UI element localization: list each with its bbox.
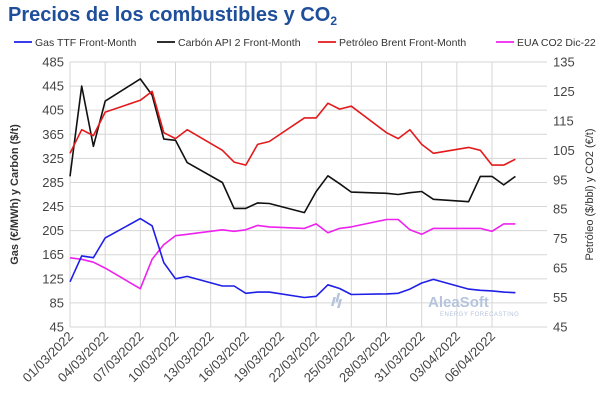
y-left-tick-label: 285: [42, 175, 64, 190]
y-left-tick-label: 45: [50, 320, 64, 335]
aleasoft-logo-icon: [331, 293, 342, 308]
y-right-tick-label: 125: [553, 84, 575, 99]
series-line-eua-co2-dic-22: [69, 218, 516, 290]
y-left-tick-label: 365: [42, 127, 64, 142]
series-line-petr-leo-brent-front-month: [69, 90, 516, 166]
y-right-tick-label: 75: [553, 231, 567, 246]
legend-label: Gas TTF Front-Month: [35, 37, 136, 49]
y-left-tick-label: 165: [42, 247, 64, 262]
y-right-tick-label: 115: [553, 113, 574, 128]
series-line-carb-n-api-2-front-month: [69, 78, 516, 214]
y-right-tick-label: 95: [553, 172, 567, 187]
legend-label: Carbón API 2 Front-Month: [178, 37, 301, 49]
y-left-tick-label: 205: [42, 223, 64, 238]
y-left-tick-label: 325: [42, 151, 64, 166]
y-left-tick-label: 485: [42, 55, 64, 70]
watermark-brand: AleaSoft: [428, 294, 489, 311]
legend-label: Petróleo Brent Front-Month: [339, 37, 466, 49]
y-right-tick-label: 65: [553, 261, 567, 276]
y-left-tick-label: 245: [42, 199, 64, 214]
y-left-axis-title: Gas (€/MWh) y Carbón ($/t): [9, 124, 21, 265]
y-left-tick-label: 125: [42, 271, 64, 286]
series-line-gas-ttf-front-month: [69, 217, 516, 299]
y-right-tick-label: 85: [553, 202, 567, 217]
watermark-tagline: ENERGY FORECASTING: [440, 312, 519, 318]
y-left-tick-label: 85: [50, 295, 64, 310]
y-right-tick-label: 105: [553, 143, 575, 158]
chart-title: Precios de los combustibles y CO2: [8, 4, 338, 28]
legend-label: EUA CO2 Dic-22: [517, 37, 596, 49]
y-right-tick-label: 135: [553, 55, 575, 70]
y-left-tick-label: 445: [42, 79, 64, 94]
y-right-tick-label: 55: [553, 290, 567, 305]
y-right-axis-title: Petróleo ($/bbl) y CO2 (€/t): [584, 128, 596, 260]
chart-title-main: Precios de los combustibles y CO: [8, 4, 331, 26]
y-right-tick-label: 45: [553, 320, 567, 335]
chart-title-subscript: 2: [330, 14, 338, 28]
y-left-tick-label: 405: [42, 103, 64, 118]
